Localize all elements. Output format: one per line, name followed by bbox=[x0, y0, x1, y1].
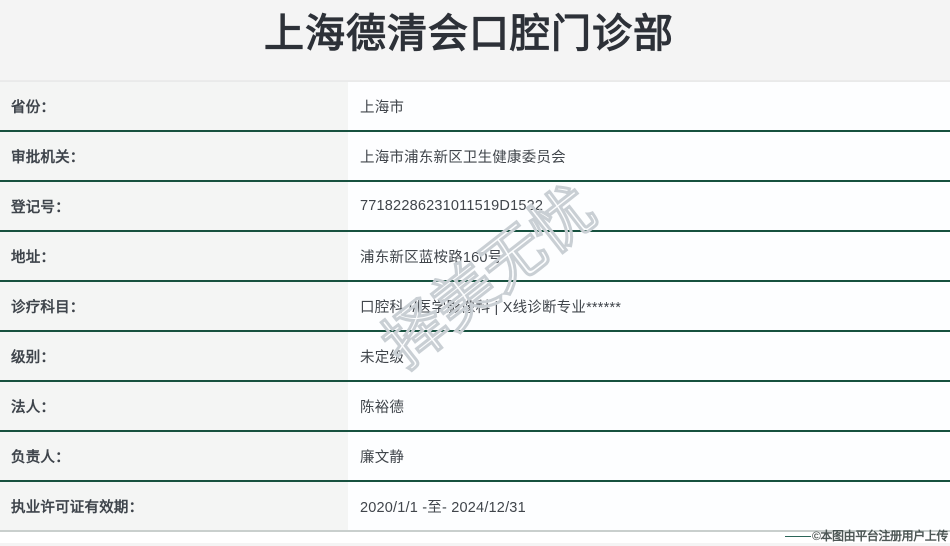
row-value: 口腔科 //医学影像科 | X线诊断专业****** bbox=[348, 282, 950, 330]
table-row: 地址： 浦东新区蓝桉路160号 bbox=[0, 232, 950, 282]
table-row: 诊疗科目： 口腔科 //医学影像科 | X线诊断专业****** bbox=[0, 282, 950, 332]
footer-strip bbox=[0, 532, 950, 543]
table-row: 审批机关： 上海市浦东新区卫生健康委员会 bbox=[0, 132, 950, 182]
row-label: 地址： bbox=[0, 232, 348, 280]
table-row: 负责人： 廉文静 bbox=[0, 432, 950, 482]
row-value: 浦东新区蓝桉路160号 bbox=[348, 232, 950, 280]
row-label: 诊疗科目： bbox=[0, 282, 348, 330]
row-value: 廉文静 bbox=[348, 432, 950, 480]
row-label: 登记号： bbox=[0, 182, 348, 230]
table-row: 级别： 未定级 bbox=[0, 332, 950, 382]
row-value: 上海市浦东新区卫生健康委员会 bbox=[348, 132, 950, 180]
table-row: 省份： 上海市 bbox=[0, 81, 950, 132]
page-title: 上海德清会口腔门诊部 bbox=[264, 12, 674, 56]
row-value: 上海市 bbox=[348, 82, 950, 130]
row-value: 2020/1/1 -至- 2024/12/31 bbox=[348, 482, 950, 530]
table-row: 法人： 陈裕德 bbox=[0, 382, 950, 432]
row-label: 法人： bbox=[0, 382, 348, 430]
clinic-info-table: 省份： 上海市 审批机关： 上海市浦东新区卫生健康委员会 登记号： 771822… bbox=[0, 81, 950, 532]
table-row: 登记号： 77182286231011519D1522 bbox=[0, 182, 950, 232]
row-label: 执业许可证有效期： bbox=[0, 482, 348, 530]
row-label: 级别： bbox=[0, 332, 348, 380]
row-label: 审批机关： bbox=[0, 132, 348, 180]
row-label: 省份： bbox=[0, 82, 348, 130]
page-header: 上海德清会口腔门诊部 bbox=[0, 0, 950, 81]
row-label: 负责人： bbox=[0, 432, 348, 480]
row-value: 未定级 bbox=[348, 332, 950, 380]
row-value: 77182286231011519D1522 bbox=[348, 182, 950, 230]
row-value: 陈裕德 bbox=[348, 382, 950, 430]
table-row: 执业许可证有效期： 2020/1/1 -至- 2024/12/31 bbox=[0, 482, 950, 532]
